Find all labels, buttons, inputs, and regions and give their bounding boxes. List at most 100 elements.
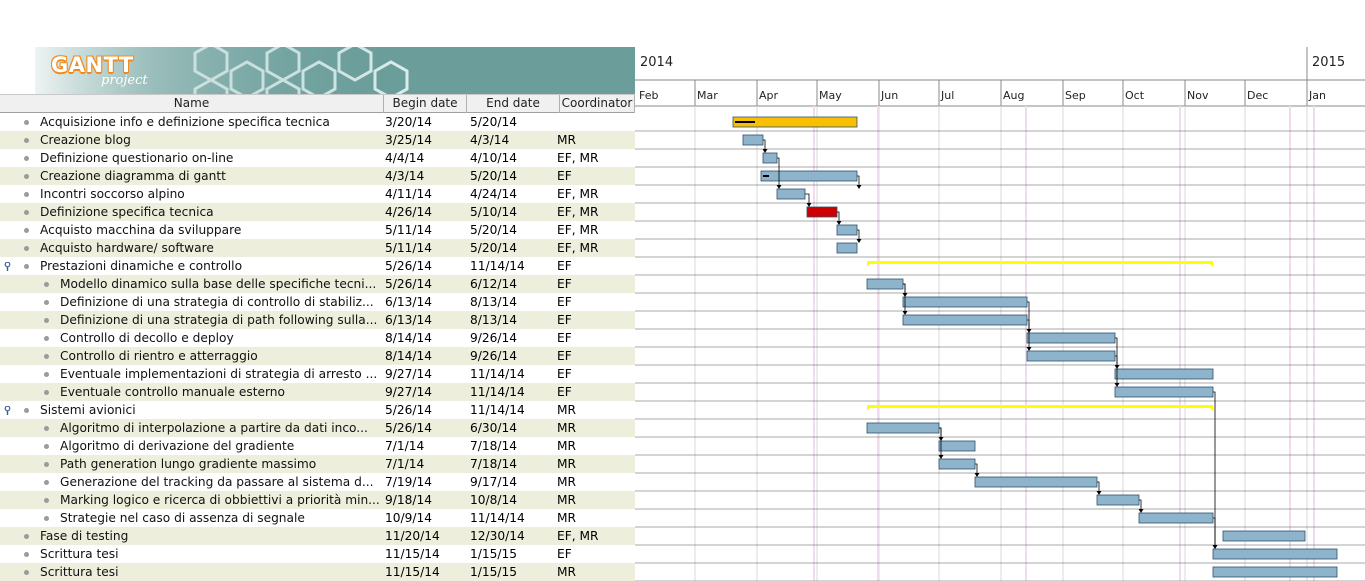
task-bar[interactable] [836, 224, 858, 236]
task-name[interactable]: Sistemi avionici [40, 403, 136, 417]
task-coordinator[interactable]: MR [557, 511, 576, 525]
task-coordinator[interactable]: EF [557, 385, 572, 399]
table-row[interactable]: Fase di testing 11/20/14 12/30/14 EF, MR [0, 527, 635, 545]
task-end-date[interactable]: 4/3/14 [470, 133, 510, 147]
summary-bar[interactable] [867, 261, 1213, 267]
table-row[interactable]: Acquisto hardware/ software 5/11/14 5/20/1… [0, 239, 635, 257]
task-begin-date[interactable]: 10/9/14 [385, 511, 432, 525]
task-coordinator[interactable]: EF [557, 259, 572, 273]
task-bar[interactable] [1026, 332, 1116, 344]
task-bar[interactable] [1114, 368, 1214, 380]
task-begin-date[interactable]: 5/26/14 [385, 259, 432, 273]
task-coordinator[interactable]: EF [557, 313, 572, 327]
table-row[interactable]: Scrittura tesi 11/15/14 1/15/15 MR [0, 563, 635, 581]
task-end-date[interactable]: 10/8/14 [470, 493, 517, 507]
task-coordinator[interactable]: MR [557, 475, 576, 489]
task-end-date[interactable]: 8/13/14 [470, 313, 517, 327]
task-begin-date[interactable]: 4/26/14 [385, 205, 432, 219]
task-end-date[interactable]: 5/20/14 [470, 115, 517, 129]
task-name[interactable]: Marking logico e ricerca di obbiettivi a… [60, 493, 380, 507]
task-name[interactable]: Acquisto macchina da sviluppare [40, 223, 242, 237]
task-begin-date[interactable]: 11/15/14 [385, 547, 440, 561]
task-begin-date[interactable]: 5/11/14 [385, 223, 432, 237]
task-coordinator[interactable]: EF, MR [557, 205, 599, 219]
task-coordinator[interactable]: EF [557, 349, 572, 363]
task-name[interactable]: Path generation lungo gradiente massimo [60, 457, 317, 471]
task-bar[interactable] [1138, 512, 1214, 524]
task-name[interactable]: Controllo di rientro e atterraggio [60, 349, 258, 363]
table-row[interactable]: Prestazioni dinamiche e controllo 5/26/14… [0, 257, 635, 275]
task-bar[interactable] [1114, 386, 1214, 398]
task-name[interactable]: Strategie nel caso di assenza di segnale [60, 511, 305, 525]
table-row[interactable]: Creazione diagramma di gantt 4/3/14 5/20/1… [0, 167, 635, 185]
gantt-chart[interactable]: 2014 2015 Feb Mar Apr May Jun Jul Aug Sep Oct Nov De… [635, 47, 1365, 581]
task-end-date[interactable]: 1/15/15 [470, 547, 517, 561]
task-coordinator[interactable]: EF [557, 367, 572, 381]
task-begin-date[interactable]: 11/15/14 [385, 565, 440, 579]
table-row[interactable]: Controllo di rientro e atterraggio 8/14/1… [0, 347, 635, 365]
task-end-date[interactable]: 5/20/14 [470, 223, 517, 237]
task-end-date[interactable]: 1/15/15 [470, 565, 517, 579]
task-coordinator[interactable]: EF [557, 295, 572, 309]
task-end-date[interactable]: 9/26/14 [470, 349, 517, 363]
task-end-date[interactable]: 6/12/14 [470, 277, 517, 291]
task-bar[interactable] [1026, 350, 1116, 362]
task-begin-date[interactable]: 5/26/14 [385, 277, 432, 291]
task-coordinator[interactable]: MR [557, 439, 576, 453]
table-row[interactable]: Definizione specifica tecnica 4/26/14 5/10… [0, 203, 635, 221]
task-name[interactable]: Eventuale implementazioni di strategia d… [60, 367, 378, 381]
task-bar[interactable] [776, 188, 806, 200]
task-end-date[interactable]: 6/30/14 [470, 421, 517, 435]
task-end-date[interactable]: 11/14/14 [470, 385, 525, 399]
task-end-date[interactable]: 5/20/14 [470, 169, 517, 183]
task-bar[interactable] [836, 242, 858, 254]
task-begin-date[interactable]: 8/14/14 [385, 331, 432, 345]
task-name[interactable]: Definizione questionario on-line [40, 151, 234, 165]
task-coordinator[interactable]: MR [557, 565, 576, 579]
table-row[interactable]: Definizione di una strategia di path fol… [0, 311, 635, 329]
task-coordinator[interactable]: EF, MR [557, 223, 599, 237]
task-end-date[interactable]: 11/14/14 [470, 259, 525, 273]
task-name[interactable]: Incontri soccorso alpino [40, 187, 185, 201]
summary-bar[interactable] [867, 405, 1213, 411]
task-bar[interactable] [1212, 548, 1338, 560]
task-end-date[interactable]: 5/20/14 [470, 241, 517, 255]
task-end-date[interactable]: 5/10/14 [470, 205, 517, 219]
task-name[interactable]: Algoritmo di derivazione del gradiente [60, 439, 295, 453]
task-end-date[interactable]: 11/14/14 [470, 367, 525, 381]
task-bar[interactable] [762, 152, 778, 164]
task-name[interactable]: Modello dinamico sulla base delle specif… [60, 277, 377, 291]
table-row[interactable]: Generazione del tracking da passare al s… [0, 473, 635, 491]
task-begin-date[interactable]: 4/4/14 [385, 151, 425, 165]
task-bar[interactable] [1222, 530, 1306, 542]
table-row[interactable]: Sistemi avionici 5/26/14 11/14/14 MR [0, 401, 635, 419]
task-begin-date[interactable]: 11/20/14 [385, 529, 440, 543]
collapse-toggle-icon[interactable] [4, 406, 11, 415]
task-bar[interactable] [902, 314, 1028, 326]
column-header-name[interactable]: Name [0, 95, 384, 113]
task-coordinator[interactable]: EF [557, 277, 572, 291]
table-row[interactable]: Acquisto macchina da sviluppare 5/11/14 5/… [0, 221, 635, 239]
task-begin-date[interactable]: 9/27/14 [385, 367, 432, 381]
task-begin-date[interactable]: 5/26/14 [385, 421, 432, 435]
task-begin-date[interactable]: 4/11/14 [385, 187, 432, 201]
task-name[interactable]: Algoritmo di interpolazione a partire da… [60, 421, 368, 435]
task-coordinator[interactable]: EF, MR [557, 187, 599, 201]
task-coordinator[interactable]: EF [557, 169, 572, 183]
task-bar[interactable] [760, 170, 858, 182]
column-header-end-date[interactable]: End date [467, 95, 560, 113]
task-name[interactable]: Eventuale controllo manuale esterno [60, 385, 285, 399]
task-end-date[interactable]: 7/18/14 [470, 439, 517, 453]
task-bar[interactable] [974, 476, 1098, 488]
table-row[interactable]: Creazione blog 3/25/14 4/3/14 MR [0, 131, 635, 149]
task-coordinator[interactable]: EF, MR [557, 241, 599, 255]
task-name[interactable]: Fase di testing [40, 529, 129, 543]
table-row[interactable]: Modello dinamico sulla base delle specif… [0, 275, 635, 293]
task-bar[interactable] [806, 206, 838, 218]
task-coordinator[interactable]: MR [557, 133, 576, 147]
task-name[interactable]: Definizione specifica tecnica [40, 205, 214, 219]
task-end-date[interactable]: 8/13/14 [470, 295, 517, 309]
task-begin-date[interactable]: 6/13/14 [385, 313, 432, 327]
column-header-coordinator[interactable]: Coordinator [560, 95, 635, 113]
task-bar[interactable] [1096, 494, 1140, 506]
